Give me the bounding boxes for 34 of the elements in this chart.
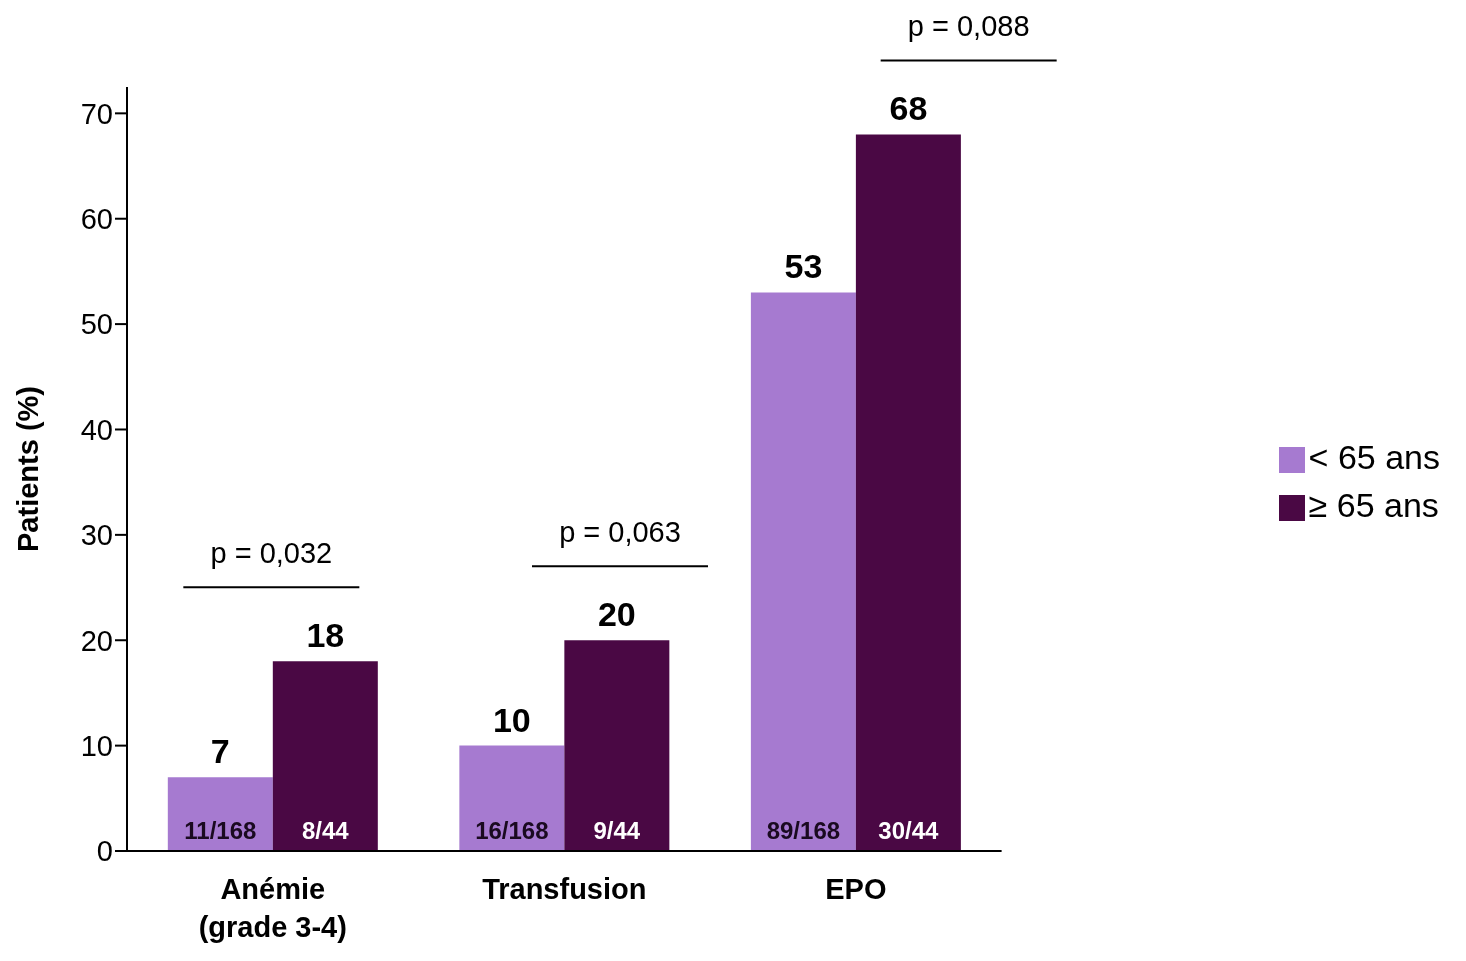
bar (459, 745, 565, 851)
text: p = 0,088 (907, 10, 1030, 43)
legend-label: < 65 ans (1308, 437, 1440, 476)
annotation: p = 0,063 (559, 516, 681, 549)
annotation: 20 (597, 595, 636, 634)
y-tick-label: 60 (80, 203, 113, 236)
x-tick-label: EPO (825, 873, 887, 905)
annotation: p = 0,032 (210, 537, 333, 570)
legend-label: ≥ 65 ans (1308, 485, 1439, 524)
bar (272, 661, 378, 851)
bar (564, 640, 670, 851)
y-axis-title: Patients (%) (12, 386, 45, 552)
data-label: 16/168 (475, 817, 549, 844)
data-label: 89/168 (766, 817, 841, 844)
data-label: 8/44 (301, 817, 350, 844)
annotation: 7 (210, 732, 230, 771)
y-tick-label: 50 (80, 308, 113, 341)
annotation: 10 (492, 700, 531, 739)
y-tick-label: 30 (80, 519, 113, 552)
y-tick-label: 40 (80, 413, 113, 446)
bar (750, 292, 856, 851)
data-label: 9/44 (593, 817, 641, 844)
y-tick-label: 70 (80, 97, 113, 130)
data-label: 11/168 (184, 817, 257, 844)
data-label: 30/44 (878, 817, 940, 844)
bar (855, 134, 961, 851)
annotation: 18 (306, 616, 345, 655)
annotation: 68 (889, 89, 928, 128)
y-tick-label: 0 (96, 835, 113, 868)
y-tick-label: 10 (80, 729, 113, 762)
x-tick-label: Transfusion (482, 873, 647, 905)
x-tick-label: Anémie (grade 3-4) (198, 873, 347, 943)
annotation: 53 (784, 247, 823, 286)
y-tick-label: 20 (80, 624, 113, 657)
